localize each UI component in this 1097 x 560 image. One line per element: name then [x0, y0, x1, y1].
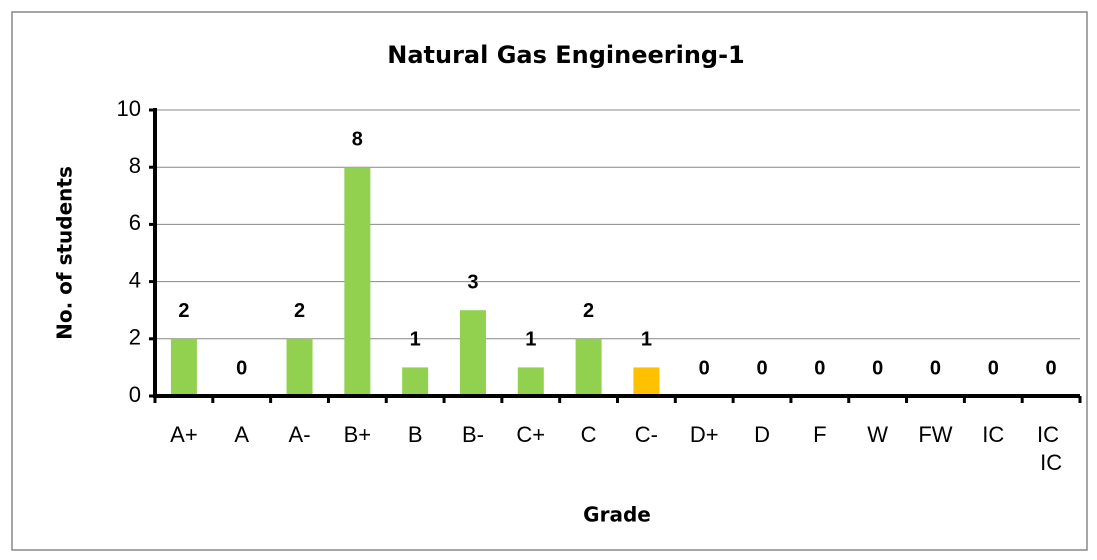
- value-label: 2: [294, 300, 305, 322]
- x-tick-label: IC IC: [1037, 422, 1065, 475]
- bar: [517, 367, 544, 396]
- x-tick-label: B-: [462, 422, 484, 447]
- y-axis-title: No. of students: [53, 166, 77, 340]
- x-axis-title: Grade: [583, 503, 651, 527]
- value-label: 0: [930, 357, 941, 379]
- x-tick-label: D: [754, 422, 770, 447]
- y-tick-label: 2: [129, 325, 141, 350]
- y-tick-label: 6: [129, 210, 141, 235]
- x-tick-label: C+: [516, 422, 545, 447]
- x-tick-label: IC: [982, 422, 1004, 447]
- value-label: 3: [467, 271, 478, 293]
- value-label: 2: [583, 300, 594, 322]
- bar: [286, 338, 313, 396]
- x-tick-label: F: [813, 422, 826, 447]
- y-tick-label: 8: [129, 153, 141, 178]
- bar: [402, 367, 429, 396]
- value-label: 2: [178, 300, 189, 322]
- value-label: 0: [1046, 357, 1057, 379]
- bar: [459, 310, 486, 396]
- y-tick-label: 10: [117, 96, 141, 121]
- x-tick-label: D+: [690, 422, 719, 447]
- value-label: 0: [236, 357, 247, 379]
- value-label: 1: [641, 329, 652, 351]
- value-label: 0: [756, 357, 767, 379]
- value-label: 0: [988, 357, 999, 379]
- x-tick-label: A+: [170, 422, 198, 447]
- y-tick-label: 4: [129, 267, 141, 292]
- x-tick-label: C-: [635, 422, 658, 447]
- value-label: 1: [525, 329, 536, 351]
- x-tick-label: FW: [918, 422, 952, 447]
- bar: [344, 167, 371, 396]
- bar: [575, 338, 602, 396]
- x-tick-label: W: [867, 422, 888, 447]
- value-label: 0: [814, 357, 825, 379]
- bar: [633, 367, 660, 396]
- x-tick-label: A-: [289, 422, 311, 447]
- value-label: 0: [872, 357, 883, 379]
- chart-border: [11, 11, 1088, 551]
- chart-title: Natural Gas Engineering-1: [387, 41, 745, 69]
- x-tick-label: A: [234, 422, 249, 447]
- x-tick-label: B: [408, 422, 423, 447]
- x-tick-label: B+: [344, 422, 372, 447]
- value-label: 0: [699, 357, 710, 379]
- x-tick-label: C: [581, 422, 597, 447]
- value-label: 8: [352, 128, 363, 150]
- bar: [170, 338, 197, 396]
- value-label: 1: [410, 329, 421, 351]
- y-tick-label: 0: [129, 382, 141, 407]
